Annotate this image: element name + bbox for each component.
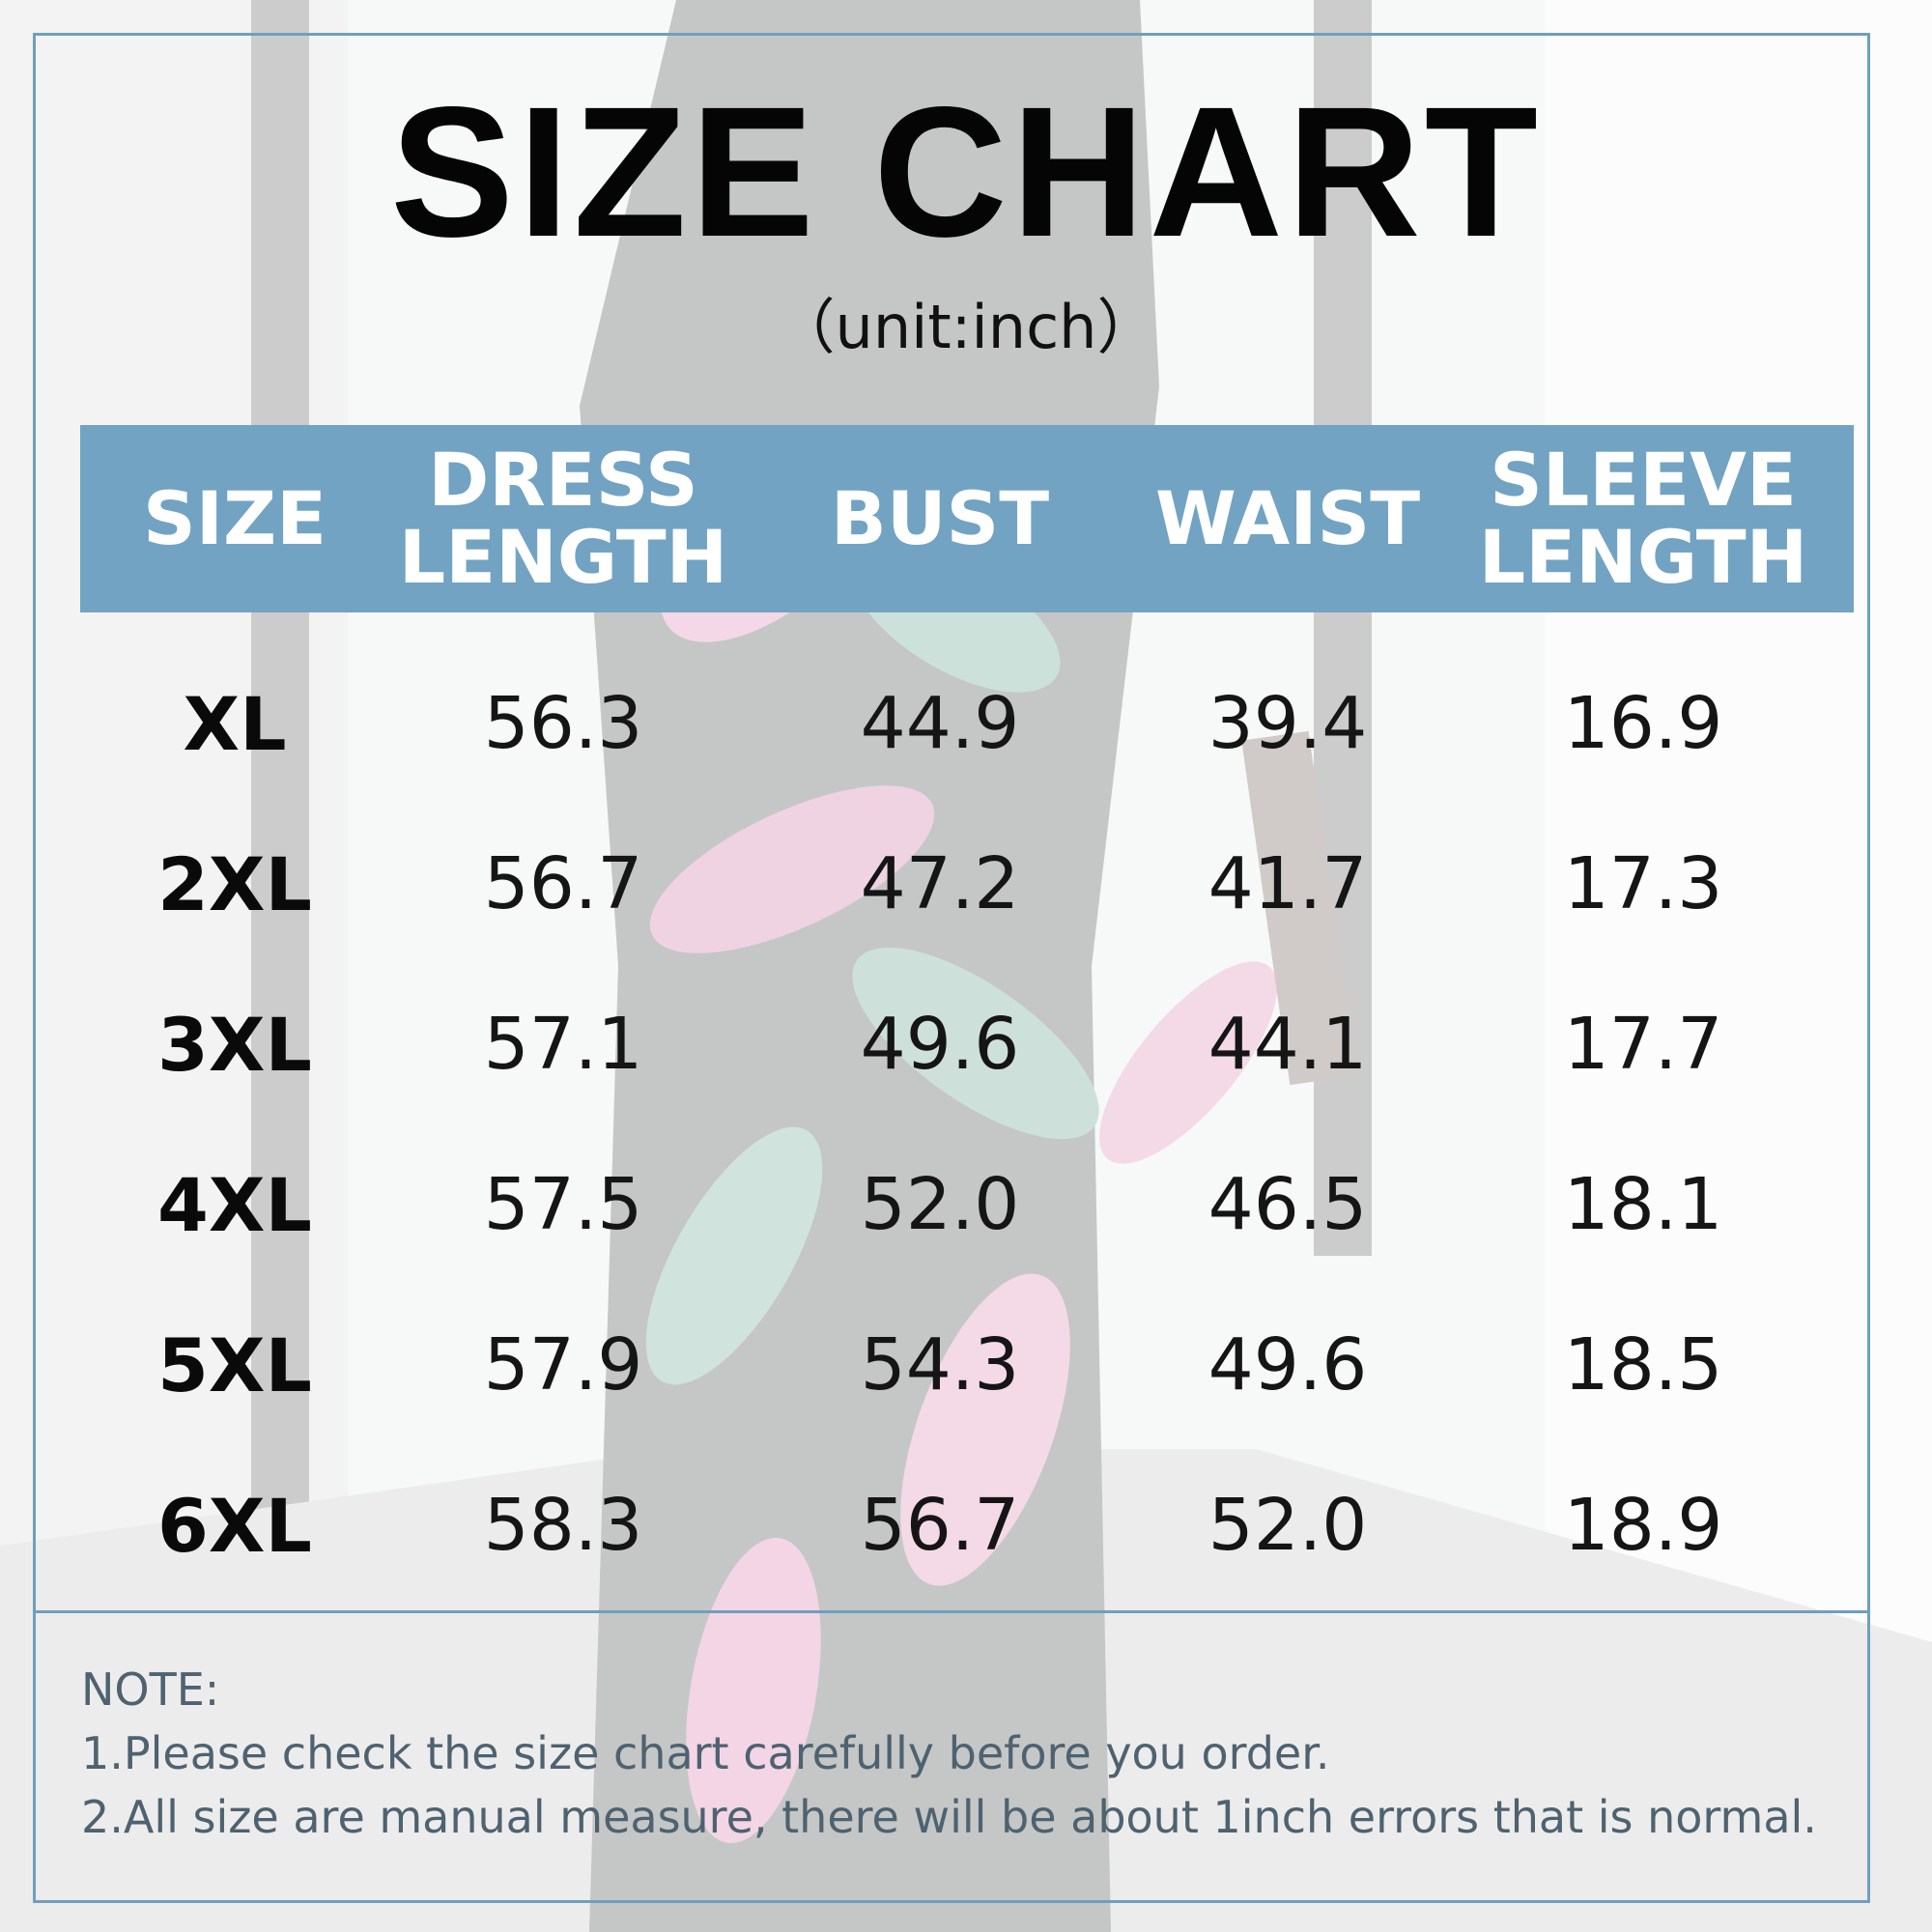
sleeve-length-cell: 18.5: [1563, 1323, 1723, 1406]
dress-length-cell: 57.1: [483, 1003, 643, 1086]
waist-cell: 52.0: [1208, 1484, 1368, 1567]
note-line: 2.All size are manual measure, there wil…: [81, 1791, 1817, 1843]
bust-cell: 56.7: [860, 1484, 1020, 1567]
dress-length-cell: 58.3: [483, 1484, 643, 1567]
sleeve-length-cell: 18.9: [1563, 1484, 1723, 1567]
bust-cell: 47.2: [860, 842, 1020, 925]
header-sleeve-length: SLEEVE LENGTH: [1433, 425, 1854, 612]
dress-length-cell: 56.3: [483, 682, 643, 765]
header-line: WAIST: [1154, 475, 1421, 561]
waist-cell: 46.5: [1208, 1163, 1368, 1246]
header-waist: WAIST: [1143, 425, 1433, 612]
waist-cell: 49.6: [1208, 1323, 1368, 1406]
table-row: 2XL 56.7 47.2 41.7 17.3: [80, 804, 1854, 964]
sleeve-length-cell: 18.1: [1563, 1163, 1723, 1246]
page-title: SIZE CHART: [390, 68, 1542, 275]
waist-cell: 41.7: [1208, 842, 1368, 925]
table-row: XL 56.3 44.9 39.4 16.9: [80, 612, 1854, 804]
note-divider: [33, 1610, 1870, 1613]
bust-cell: 44.9: [860, 682, 1020, 765]
size-table: SIZE DRESS LENGTH BUST WAIST SLEEVE LENG…: [80, 425, 1854, 1605]
sleeve-length-cell: 16.9: [1563, 682, 1723, 765]
unit-label: （unit:inch）: [775, 292, 1157, 362]
table-row: 3XL 57.1 49.6 44.1 17.7: [80, 964, 1854, 1124]
size-cell: 5XL: [157, 1321, 312, 1408]
header-size: SIZE: [80, 425, 389, 612]
bust-cell: 49.6: [860, 1003, 1020, 1086]
size-cell: 6XL: [157, 1482, 312, 1569]
sleeve-length-cell: 17.3: [1563, 842, 1723, 925]
chart-frame: [33, 33, 1870, 1903]
notes-section: NOTE: 1.Please check the size chart care…: [81, 1658, 1878, 1849]
size-cell: 3XL: [157, 1001, 312, 1088]
bust-cell: 52.0: [860, 1163, 1020, 1246]
header-line: BUST: [830, 475, 1050, 561]
sleeve-length-cell: 17.7: [1563, 1003, 1723, 1086]
header-bust: BUST: [737, 425, 1143, 612]
header-line: LENGTH: [1478, 514, 1808, 600]
table-header-row: SIZE DRESS LENGTH BUST WAIST SLEEVE LENG…: [80, 425, 1854, 612]
waist-cell: 39.4: [1208, 682, 1368, 765]
header-line: SIZE: [142, 475, 327, 561]
note-line: 1.Please check the size chart carefully …: [81, 1727, 1330, 1779]
dress-length-cell: 56.7: [483, 842, 643, 925]
notes-heading: NOTE:: [81, 1663, 220, 1716]
table-row: 5XL 57.9 54.3 49.6 18.5: [80, 1285, 1854, 1445]
header-line: SLEEVE: [1490, 437, 1797, 523]
waist-cell: 44.1: [1208, 1003, 1368, 1086]
bust-cell: 54.3: [860, 1323, 1020, 1406]
header-line: DRESS: [428, 437, 698, 523]
size-cell: 4XL: [157, 1161, 312, 1248]
table-row: 4XL 57.5 52.0 46.5 18.1: [80, 1124, 1854, 1285]
dress-length-cell: 57.5: [483, 1163, 643, 1246]
header-line: LENGTH: [398, 514, 728, 600]
header-dress-length: DRESS LENGTH: [389, 425, 737, 612]
size-cell: XL: [183, 680, 287, 767]
dress-length-cell: 57.9: [483, 1323, 643, 1406]
table-row: 6XL 58.3 56.7 52.0 18.9: [80, 1445, 1854, 1605]
size-cell: 2XL: [157, 840, 312, 927]
